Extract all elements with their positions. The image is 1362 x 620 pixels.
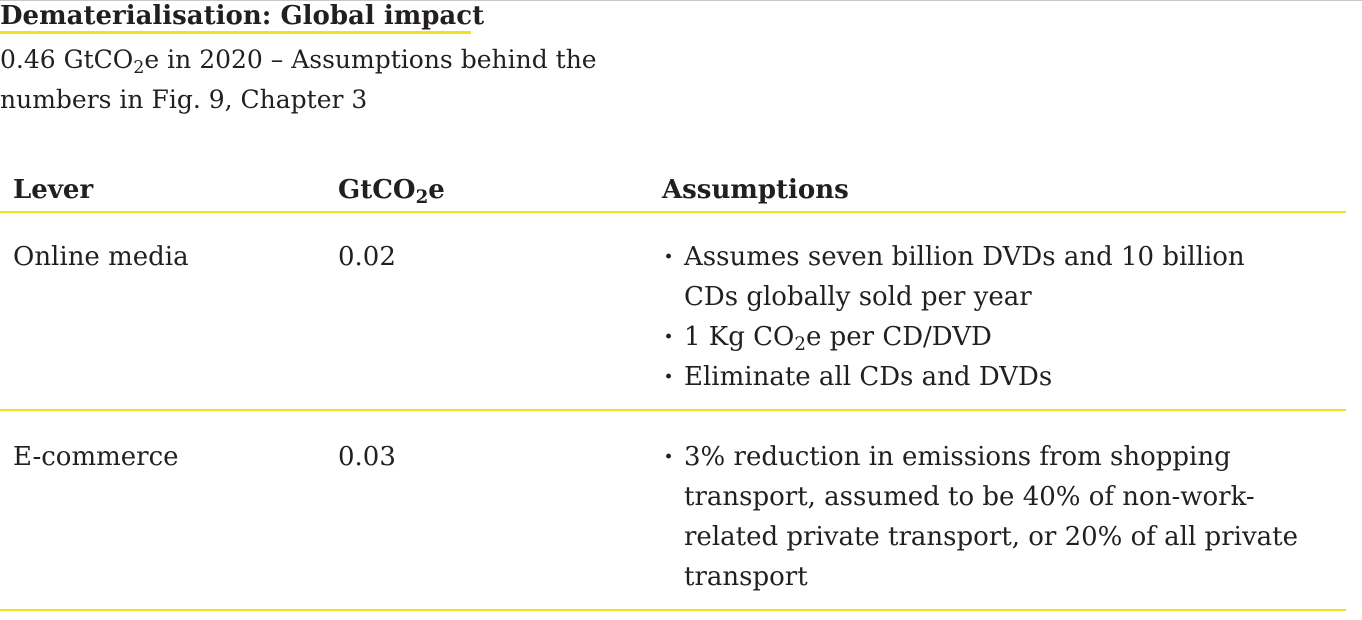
row-2-lever: E-commerce	[13, 442, 179, 472]
subtitle-prefix: 0.46 GtCO	[0, 45, 134, 74]
row-2-value: 0.03	[338, 442, 396, 472]
title-underline	[0, 31, 471, 34]
row-1-assumption-2-subscript: 2	[794, 334, 806, 356]
subtitle-suffix: e in 2020 – Assumptions behind the numbe…	[0, 45, 597, 114]
column-header-value-prefix: GtCO	[338, 175, 416, 205]
row-1-assumption-1: Assumes seven billion DVDs and 10 billio…	[662, 237, 1302, 317]
row-1-value: 0.02	[338, 242, 396, 272]
top-divider	[0, 0, 1362, 1]
subtitle-subscript: 2	[133, 58, 145, 79]
column-header-assumptions: Assumptions	[662, 175, 849, 205]
page-title: Dematerialisation: Global impact	[0, 1, 485, 31]
row-2-assumptions: 3% reduction in emissions from shopping …	[662, 437, 1302, 597]
row-2-assumption-1: 3% reduction in emissions from shopping …	[662, 437, 1302, 597]
column-header-value-suffix: e	[428, 175, 445, 205]
row-2-rule	[0, 609, 1346, 611]
column-header-value-subscript: 2	[415, 187, 429, 209]
row-1-lever: Online media	[13, 242, 189, 272]
row-1-assumption-3: Eliminate all CDs and DVDs	[662, 357, 1302, 397]
page-subtitle: 0.46 GtCO2e in 2020 – Assumptions behind…	[0, 40, 640, 120]
column-header-value: GtCO2e	[338, 174, 445, 209]
row-1-assumption-2-suffix: e per CD/DVD	[805, 322, 992, 352]
row-1-assumptions: Assumes seven billion DVDs and 10 billio…	[662, 237, 1302, 397]
row-1-assumption-2-prefix: 1 Kg CO	[684, 322, 795, 352]
row-1-assumption-2: 1 Kg CO2e per CD/DVD	[662, 317, 1302, 357]
row-1-rule	[0, 409, 1346, 411]
header-rule	[0, 211, 1346, 213]
column-header-lever: Lever	[13, 175, 94, 205]
